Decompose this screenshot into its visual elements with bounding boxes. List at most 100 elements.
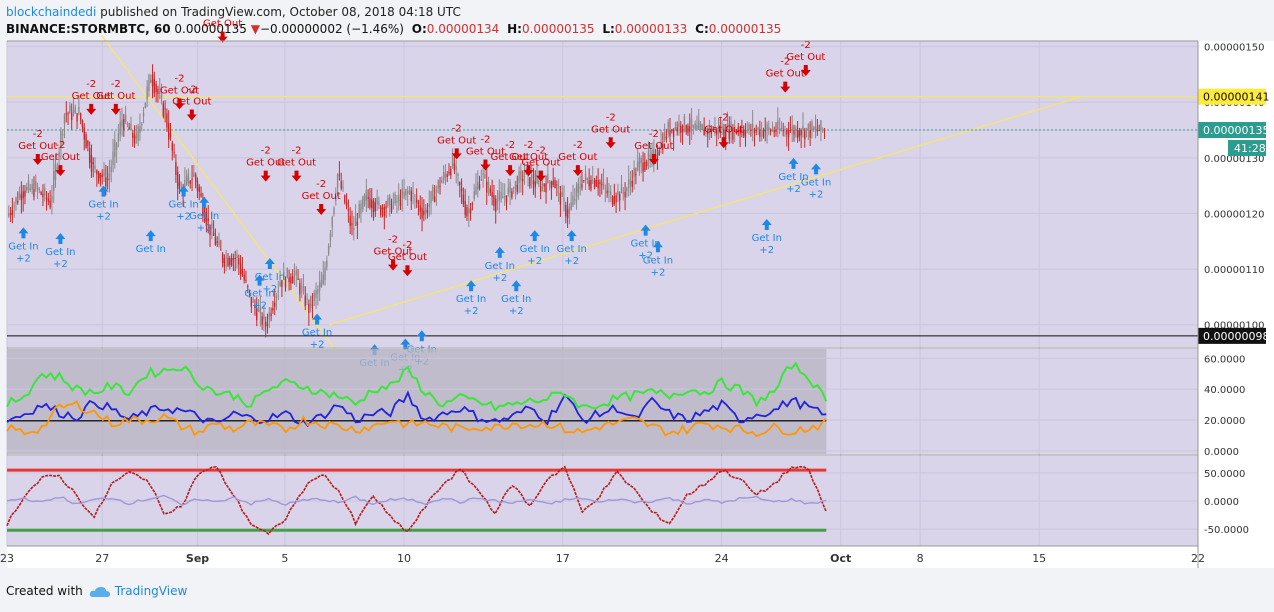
- candle-body: [293, 273, 296, 276]
- candle-body: [638, 157, 641, 167]
- candle-body: [329, 233, 332, 241]
- candle-body: [78, 106, 80, 114]
- candle-body: [47, 198, 50, 202]
- candle-body: [8, 213, 10, 217]
- candle-body: [762, 130, 765, 138]
- candle-body: [822, 129, 824, 131]
- sell-arrow-icon: [505, 165, 516, 177]
- candle-body: [69, 105, 71, 114]
- x-tick-label: 17: [556, 552, 570, 565]
- candle-body: [326, 260, 328, 268]
- candle-body: [333, 207, 335, 215]
- y-tick-label: 50.0000: [1204, 469, 1245, 480]
- price-label-text: 0.00000141: [1203, 91, 1269, 104]
- candle-body: [302, 286, 305, 292]
- candle-body: [367, 196, 369, 199]
- sell-arrow-icon: [780, 81, 791, 93]
- price-label-box: [1198, 327, 1266, 344]
- candle-body: [617, 190, 619, 195]
- candle-body: [755, 130, 757, 132]
- candle-body: [665, 136, 668, 139]
- candle-body: [680, 125, 682, 133]
- candle-body: [105, 177, 107, 187]
- candle-body: [802, 125, 804, 131]
- candle-body: [342, 187, 344, 189]
- candle-body: [175, 162, 177, 175]
- candle-body: [805, 128, 808, 131]
- candle-body: [119, 121, 121, 135]
- candle-body: [593, 180, 596, 188]
- candle-body: [184, 180, 186, 188]
- footer: Created with TradingView: [6, 584, 187, 598]
- buy-arrow-icon: [178, 185, 189, 197]
- candle-body: [331, 217, 333, 228]
- candle-body: [290, 276, 292, 284]
- buy-signal-label: Get In: [630, 239, 660, 250]
- author-link[interactable]: blockchaindedi: [6, 5, 97, 19]
- candle-body: [166, 113, 168, 128]
- candle-body: [439, 185, 441, 187]
- candle-body: [804, 130, 806, 140]
- candle-body: [70, 113, 73, 121]
- candle-body: [198, 187, 200, 192]
- tradingview-link[interactable]: TradingView: [114, 584, 188, 598]
- x-tick-label: 24: [715, 552, 729, 565]
- buy-qty-label: +2: [197, 223, 212, 234]
- candle-body: [800, 130, 802, 136]
- x-tick-label: 23: [0, 552, 14, 565]
- candle-body: [491, 191, 493, 197]
- candle-body: [760, 129, 763, 131]
- candle-body: [238, 257, 240, 265]
- candle-body: [362, 196, 364, 210]
- signal-line: [6, 494, 827, 506]
- candle-body: [504, 196, 506, 198]
- candle-body: [786, 130, 788, 135]
- candle-body: [311, 304, 314, 306]
- buy-arrow-icon: [199, 196, 210, 208]
- buy-signal-label: Get In: [557, 244, 587, 255]
- candle-body: [649, 154, 651, 160]
- symbol-label[interactable]: BINANCE:STORMBTC, 60: [6, 22, 171, 36]
- candle-body: [624, 191, 626, 198]
- buy-arrow-icon: [652, 241, 663, 253]
- candle-body: [378, 201, 380, 206]
- candle-body: [468, 208, 470, 214]
- candle-body: [733, 126, 736, 131]
- sell-arrow-icon: [572, 165, 583, 177]
- candle-body: [484, 174, 486, 179]
- candle-body: [90, 155, 93, 172]
- candle-body: [159, 91, 161, 94]
- buy-arrow-icon: [18, 227, 29, 239]
- x-tick-label: 10: [397, 552, 411, 565]
- candle-body: [590, 180, 592, 190]
- candle-body: [768, 127, 770, 131]
- price-label-text: 0.00000098: [1203, 330, 1269, 343]
- candle-body: [142, 112, 145, 117]
- oscillator-line: [6, 465, 828, 536]
- candle-body: [823, 130, 826, 132]
- candle-body: [498, 191, 501, 201]
- candle-body: [581, 184, 583, 188]
- sell-qty-label: -2: [524, 140, 534, 151]
- candle-body: [448, 171, 450, 174]
- candle-body: [371, 199, 373, 209]
- candle-body: [599, 182, 601, 184]
- candle-body: [315, 290, 317, 298]
- candle-body: [24, 190, 26, 197]
- candle-body: [399, 199, 402, 207]
- x-tick-label: 27: [95, 552, 109, 565]
- candle-body: [577, 183, 580, 193]
- buy-arrow-icon: [145, 230, 156, 242]
- candle-body: [295, 270, 297, 275]
- buy-qty-label: +2: [252, 301, 267, 312]
- candle-body: [480, 179, 483, 181]
- candle-body: [419, 205, 421, 212]
- candle-body: [775, 130, 777, 133]
- open-label: O:: [411, 22, 427, 36]
- candle-body: [272, 308, 274, 311]
- y-tick-label: 0.0000: [1204, 447, 1239, 458]
- sell-arrow-icon: [110, 103, 121, 115]
- candle-body: [124, 114, 127, 122]
- candle-body: [353, 228, 355, 231]
